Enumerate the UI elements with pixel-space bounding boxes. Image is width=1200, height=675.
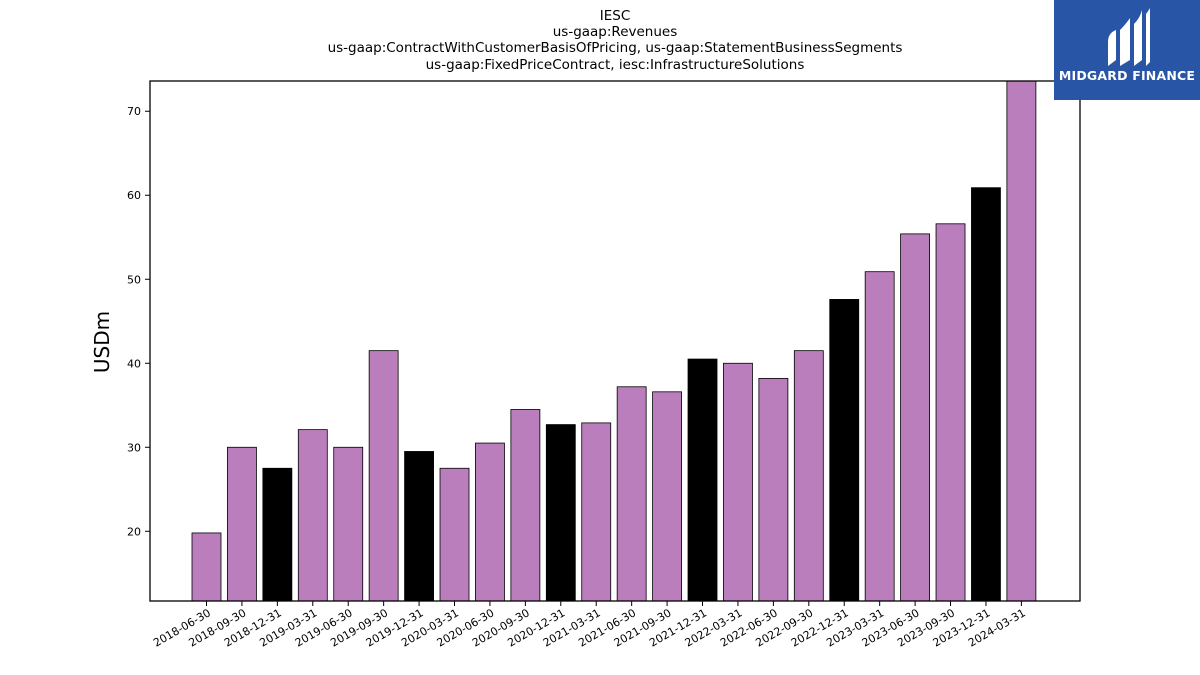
bar-2021-06-30 <box>616 386 647 602</box>
bar-2018-12-31 <box>262 467 293 602</box>
bar-2021-09-30 <box>652 391 682 602</box>
logo-text: MIDGARD FINANCE <box>1058 68 1196 83</box>
y-tick-label: 50 <box>127 273 141 286</box>
bar-2022-03-31 <box>723 362 753 602</box>
bar-2022-09-30 <box>793 350 824 602</box>
bars-group <box>191 80 1037 602</box>
y-tick-label: 30 <box>127 441 141 454</box>
bar-2018-06-30 <box>191 532 222 602</box>
title-line-2: us-gaap:Revenues <box>553 24 678 40</box>
bar-2019-09-30 <box>368 350 399 602</box>
bar-2019-06-30 <box>333 446 364 602</box>
x-axis: 2018-06-302018-09-302018-12-312019-03-31… <box>151 601 1028 650</box>
bar-2023-06-30 <box>900 233 930 602</box>
title-line-3: us-gaap:ContractWithCustomerBasisOfPrici… <box>328 40 903 56</box>
midgard-finance-logo: MIDGARD FINANCE <box>1054 0 1200 100</box>
y-tick-label: 20 <box>127 525 141 538</box>
bar-2018-09-30 <box>227 446 257 602</box>
logo-mark-icon <box>1108 8 1150 66</box>
bar-2020-06-30 <box>475 442 505 602</box>
bar-2024-03-31 <box>1006 80 1037 602</box>
plot-frame <box>149 80 1081 602</box>
y-axis-label: USDm <box>90 311 114 373</box>
bar-2020-03-31 <box>439 467 470 602</box>
y-tick-label: 40 <box>127 357 141 370</box>
bar-2020-09-30 <box>510 409 541 602</box>
bar-2022-06-30 <box>758 377 789 602</box>
title-line-1: IESC <box>600 8 631 24</box>
bar-2021-12-31 <box>687 358 718 602</box>
bar-2021-03-31 <box>581 422 612 602</box>
chart-title: IESC us-gaap:Revenues us-gaap:ContractWi… <box>328 8 903 73</box>
bar-2023-03-31 <box>864 271 895 602</box>
bar-2019-12-31 <box>404 451 434 602</box>
bar-2020-12-31 <box>545 424 576 602</box>
y-axis: 20 30 40 50 60 70 <box>127 105 150 538</box>
bar-2019-03-31 <box>297 429 328 602</box>
y-tick-label: 60 <box>127 189 141 202</box>
bar-2023-12-31 <box>971 187 1001 602</box>
bar-2023-09-30 <box>935 223 966 602</box>
bar-2022-12-31 <box>829 299 860 602</box>
y-tick-label: 70 <box>127 105 141 118</box>
title-line-4: us-gaap:FixedPriceContract, iesc:Infrast… <box>426 57 805 73</box>
